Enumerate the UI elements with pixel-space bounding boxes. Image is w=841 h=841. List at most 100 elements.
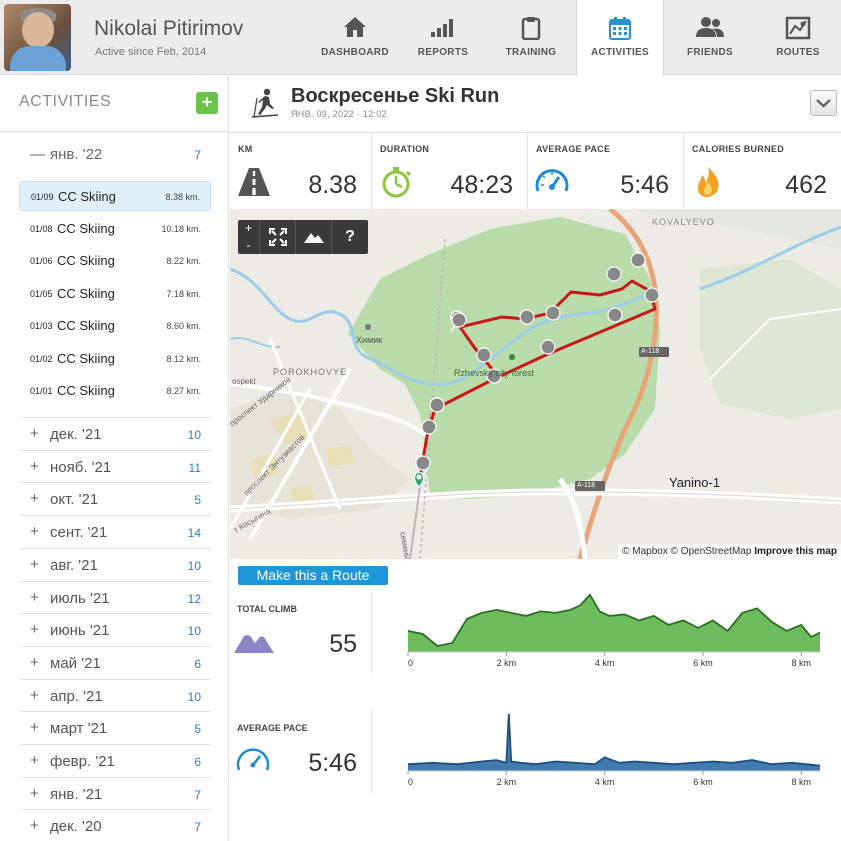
x-tick-label: 4 km: [595, 777, 615, 787]
stat-value: 5:46: [308, 749, 357, 777]
month-item[interactable]: + нояб. '21 11: [19, 449, 211, 482]
activity-date: 01/02: [30, 353, 53, 364]
month-count: 7: [194, 148, 201, 162]
help-button[interactable]: ?: [345, 228, 355, 245]
add-activity-button[interactable]: +: [196, 92, 218, 114]
month-count: 10: [187, 689, 201, 704]
zoom-in-button[interactable]: +: [244, 221, 252, 235]
expand-icon: +: [30, 784, 39, 802]
x-tick-label: 6 km: [693, 777, 713, 787]
nav-activities[interactable]: ACTIVITIES: [576, 0, 664, 76]
mapbox-link[interactable]: © Mapbox: [622, 546, 668, 557]
month-item[interactable]: + июль '21 12: [19, 580, 211, 613]
nav-label: DASHBOARD: [321, 47, 389, 58]
activity-distance: 8.22 km.: [166, 256, 201, 266]
elevation-chart[interactable]: 0 2 km 4 km 6 km 8 km: [400, 590, 830, 690]
expand-icon: +: [30, 588, 39, 606]
activity-item[interactable]: 01/08 CC Skiing 10.18 km.: [19, 214, 211, 244]
month-item[interactable]: + февр. '21 6: [19, 744, 211, 776]
speedometer-icon: [534, 165, 570, 199]
expand-icon: +: [30, 752, 39, 769]
month-count: 5: [194, 722, 201, 737]
activity-name: CC Skiing: [57, 383, 115, 398]
nav-training[interactable]: TRAINING: [487, 0, 575, 75]
improve-map-link[interactable]: Improve this map: [754, 546, 837, 557]
stat-duration: DURATION 48:23: [372, 133, 528, 209]
user-name[interactable]: Nikolai Pitirimov: [94, 17, 244, 40]
nav-label: FRIENDS: [687, 47, 733, 58]
make-route-button[interactable]: Make this a Route: [238, 566, 388, 585]
stat-value: 462: [785, 171, 827, 199]
user-since: Active since Feb, 2014: [95, 46, 207, 58]
nav-dashboard[interactable]: DASHBOARD: [311, 0, 399, 75]
pace-section: AVERAGE PACE 5:46 0 2 km 4 km 6 km 8 km: [230, 709, 841, 809]
top-header: Nikolai Pitirimov Active since Feb, 2014…: [0, 0, 841, 76]
x-tick-label: 8 km: [792, 658, 812, 668]
total-climb-stat: TOTAL CLIMB 55: [230, 590, 372, 674]
activity-item[interactable]: 01/06 CC Skiing 8.22 km.: [19, 246, 211, 276]
month-count: 6: [194, 656, 201, 671]
month-item[interactable]: + дек. '20 7: [19, 809, 211, 841]
x-tick-label: 4 km: [595, 658, 615, 668]
activity-distance: 8.12 km.: [166, 353, 201, 364]
route-map[interactable]: KOVALYEVO Химик POROKHOVYE Rzhevsky city…: [230, 209, 841, 559]
month-item[interactable]: + сент. '21 14: [19, 515, 211, 547]
nav-routes[interactable]: ROUTES: [754, 0, 841, 75]
activity-date: 01/06: [30, 256, 53, 266]
month-name: окт. '21: [50, 491, 99, 509]
month-jan-22-header[interactable]: — янв. '22 7: [19, 132, 211, 176]
month-count: 10: [187, 624, 201, 639]
activity-title[interactable]: Воскресенье Ski Run: [291, 85, 500, 107]
activity-date: 01/01: [30, 386, 53, 396]
activity-distance: 8.27 km.: [166, 386, 201, 396]
month-item[interactable]: + май '21 6: [19, 645, 211, 678]
activity-date: 01/03: [30, 321, 53, 331]
expand-icon: +: [30, 523, 39, 541]
zoom-out-button[interactable]: -: [246, 238, 251, 252]
fullscreen-button[interactable]: [260, 220, 296, 254]
month-item[interactable]: + янв. '21 7: [19, 776, 211, 809]
month-item[interactable]: + окт. '21 5: [19, 482, 211, 514]
month-count: 6: [194, 755, 201, 769]
activity-name: CC Skiing: [57, 253, 115, 268]
month-name: авг. '21: [50, 556, 98, 574]
expand-icon: +: [30, 653, 39, 671]
options-dropdown-button[interactable]: [810, 90, 837, 116]
nav-friends[interactable]: FRIENDS: [666, 0, 754, 75]
map-controls: + - ?: [238, 220, 368, 254]
month-count: 14: [187, 526, 201, 541]
activity-datetime: ЯНВ. 09, 2022 · 12:02: [291, 109, 387, 119]
stat-label: KM: [238, 144, 253, 154]
terrain-button[interactable]: [296, 220, 332, 254]
month-item[interactable]: + дек. '21 10: [19, 417, 211, 449]
month-count: 12: [187, 591, 201, 606]
nav-reports[interactable]: REPORTS: [399, 0, 487, 75]
month-item[interactable]: + авг. '21 10: [19, 547, 211, 580]
activity-item[interactable]: 01/05 CC Skiing 7.18 km.: [19, 279, 211, 309]
divider: [230, 132, 841, 133]
osm-link[interactable]: © OpenStreetMap: [670, 546, 752, 557]
stat-label: DURATION: [380, 144, 430, 154]
activities-sidebar: ACTIVITIES + — янв. '22 7 01/09 CC Skiing…: [0, 76, 229, 841]
nav-label: ROUTES: [776, 47, 820, 58]
expand-icon: +: [30, 621, 39, 639]
activity-item[interactable]: 01/09 CC Skiing 8.38 km.: [19, 181, 211, 211]
activity-name: CC Skiing: [57, 350, 115, 366]
month-name: дек. '21: [50, 426, 102, 443]
pace-chart[interactable]: 0 2 km 4 km 6 km 8 km: [400, 709, 830, 809]
activity-item[interactable]: 01/03 CC Skiing 8.60 km.: [19, 311, 211, 341]
activity-item[interactable]: 01/02 CC Skiing 8.12 km.: [19, 344, 211, 374]
expand-icon: +: [30, 817, 39, 835]
elevation-line: [407, 593, 821, 647]
month-item[interactable]: + июнь '21 10: [19, 613, 211, 645]
divider: [0, 131, 229, 132]
activity-distance: 7.18 km.: [166, 288, 201, 299]
month-item[interactable]: + апр. '21 10: [19, 678, 211, 711]
activity-item[interactable]: 01/01 CC Skiing 8.27 km.: [19, 376, 211, 406]
month-item[interactable]: + март '21 5: [19, 711, 211, 743]
x-tick-label: 0: [408, 777, 413, 787]
month-count: 5: [194, 493, 201, 508]
month-name: май '21: [50, 654, 101, 672]
avatar[interactable]: [4, 4, 71, 71]
map-attribution: © Mapbox © OpenStreetMap Improve this ma…: [618, 544, 841, 559]
